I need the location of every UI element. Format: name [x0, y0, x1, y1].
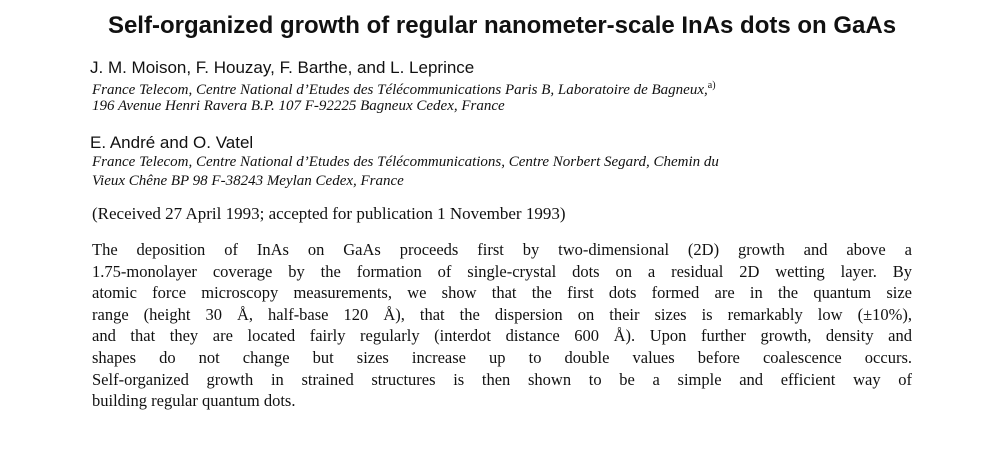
- abstract-line: atomic force microscopy measurements, we…: [92, 283, 912, 303]
- abstract-line: The deposition of InAs on GaAs proceeds …: [92, 240, 912, 259]
- affiliation: France Telecom, Centre National d’Etudes…: [92, 154, 719, 170]
- abstract-line: and that they are located fairly regular…: [92, 326, 912, 346]
- abstract-line: Self-organized growth in strained struct…: [92, 369, 912, 389]
- affiliation-text: France Telecom, Centre National d’Etudes…: [92, 82, 708, 98]
- affiliation: 196 Avenue Henri Ravera B.P. 107 F-92225…: [92, 98, 505, 114]
- footnote-mark: a): [707, 80, 716, 91]
- abstract-line: 1.75-monolayer coverage by the formation…: [92, 261, 912, 281]
- affiliation: Vieux Chêne BP 98 F-38243 Meylan Cedex, …: [92, 173, 404, 189]
- title: Self-organized growth of regular nanomet…: [107, 12, 897, 39]
- affiliation: France Telecom, Centre National d’Etudes…: [92, 80, 716, 99]
- received-dates: (Received 27 April 1993; accepted for pu…: [92, 204, 566, 223]
- abstract-line: range (height 30 Å, half-base 120 Å), th…: [92, 304, 912, 324]
- authors: E. André and O. Vatel: [90, 133, 254, 152]
- authors: J. M. Moison, F. Houzay, F. Barthe, and …: [90, 58, 475, 77]
- abstract-line: building regular quantum dots.: [92, 391, 296, 411]
- abstract-line: shapes do not change but sizes increase …: [92, 348, 912, 367]
